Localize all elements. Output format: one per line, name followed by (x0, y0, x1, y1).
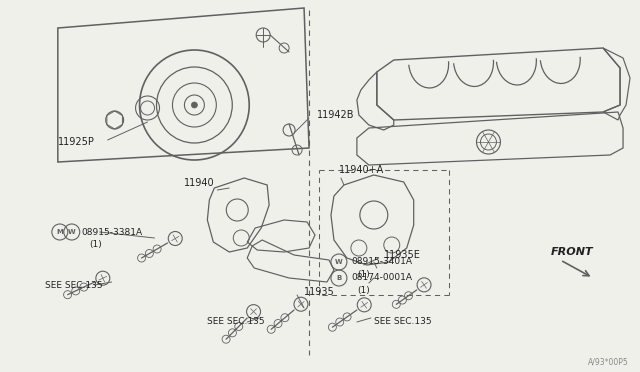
Text: SEE SEC.135: SEE SEC.135 (207, 317, 265, 327)
Text: 08915-3401A: 08915-3401A (351, 257, 412, 266)
Text: FRONT: FRONT (550, 247, 593, 257)
Text: (1): (1) (357, 269, 370, 279)
Text: 08174-0001A: 08174-0001A (351, 273, 412, 282)
Text: M: M (56, 229, 63, 235)
Text: W: W (335, 259, 343, 265)
Text: 11942B: 11942B (317, 110, 355, 120)
Text: SEE SEC.135: SEE SEC.135 (45, 280, 102, 289)
Text: B: B (336, 275, 342, 281)
Text: 11935E: 11935E (384, 250, 420, 260)
Text: SEE SEC.135: SEE SEC.135 (374, 317, 431, 327)
Text: (1): (1) (357, 285, 370, 295)
Text: 08915-3381A: 08915-3381A (82, 228, 143, 237)
Text: W: W (68, 229, 76, 235)
Text: A/93*00P5: A/93*00P5 (588, 357, 629, 366)
Text: 11940: 11940 (184, 178, 215, 188)
Text: 11935: 11935 (304, 287, 335, 297)
Text: 11940+A: 11940+A (339, 165, 384, 175)
Circle shape (191, 102, 197, 108)
Text: (1): (1) (90, 240, 102, 248)
Text: 11925P: 11925P (58, 137, 95, 147)
